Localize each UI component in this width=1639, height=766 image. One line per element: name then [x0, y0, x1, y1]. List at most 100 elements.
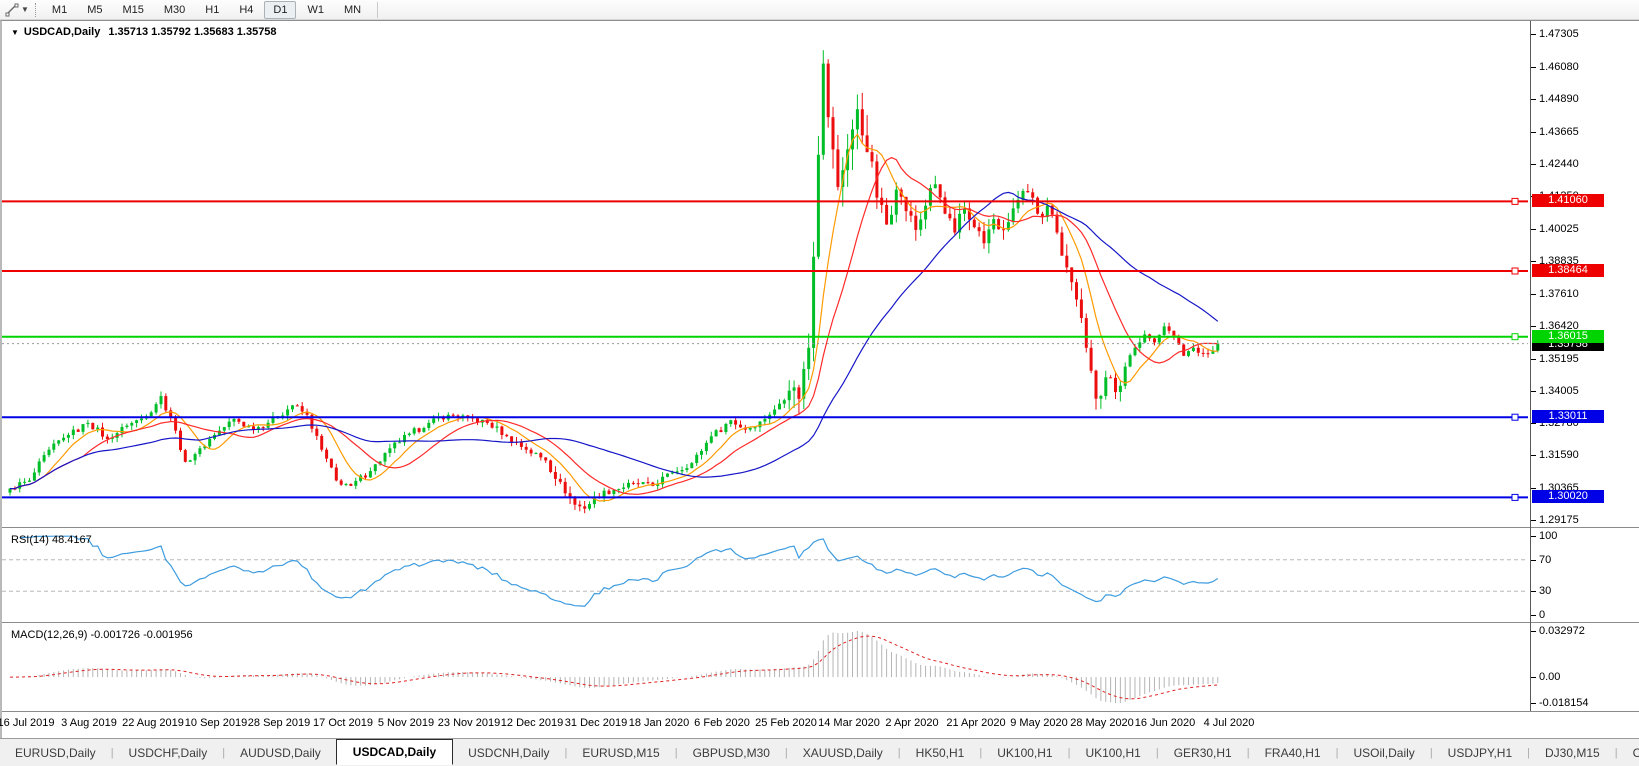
- price-tick-label: 1.35195: [1539, 353, 1579, 365]
- price-tick: [1531, 34, 1536, 35]
- chart-tab-ger30-h1[interactable]: GER30,H1: [1173, 745, 1232, 760]
- timeframe-button-m15[interactable]: M15: [122, 3, 144, 16]
- price-axis-border: [1530, 21, 1531, 711]
- price-tick-label: 1.37610: [1539, 288, 1579, 300]
- date-label: 14 Mar 2020: [818, 717, 880, 729]
- date-label: 23 Nov 2019: [437, 717, 501, 729]
- chart-tab-usoil-daily[interactable]: USOil,Daily: [1353, 745, 1415, 760]
- timeframe-button-m1[interactable]: M1: [51, 3, 68, 16]
- macd-tick: [1531, 631, 1536, 632]
- chart-tab-audusd-daily[interactable]: AUDUSD,Daily: [240, 745, 321, 760]
- rsi-tick-label: 30: [1539, 585, 1552, 597]
- price-tick: [1531, 488, 1536, 489]
- toolbar-separator: [377, 1, 379, 18]
- price-tick: [1531, 261, 1536, 262]
- date-label: 21 Apr 2020: [946, 717, 1006, 729]
- chevron-down-icon[interactable]: ▼: [21, 5, 29, 14]
- macd-indicator-label: MACD(12,26,9) -0.001726 -0.001956: [11, 629, 193, 641]
- date-label: 5 Nov 2019: [377, 717, 435, 729]
- rsi-tick: [1531, 536, 1536, 537]
- tab-separator: |: [1246, 746, 1250, 759]
- price-tick: [1531, 391, 1536, 392]
- chart-tab-eurusd-m15[interactable]: EURUSD,M15: [582, 745, 660, 760]
- date-label: 2 Apr 2020: [885, 717, 939, 729]
- price-tick: [1531, 294, 1536, 295]
- tab-separator: |: [110, 746, 114, 759]
- tab-separator: |: [1429, 746, 1433, 759]
- chart-tab-uk100-h1[interactable]: UK100,H1: [1085, 745, 1141, 760]
- date-label: 16 Jun 2020: [1134, 717, 1196, 729]
- level-price-label: 1.33011: [1532, 410, 1604, 423]
- chart-tab-usdcnh-daily[interactable]: USDCNH,Daily: [468, 745, 550, 760]
- timeframe-button-h1[interactable]: H1: [205, 3, 220, 16]
- price-chart-plot[interactable]: [2, 23, 1530, 527]
- price-tick: [1531, 359, 1536, 360]
- macd-tick: [1531, 677, 1536, 678]
- chart-tab-hk50-h1[interactable]: HK50,H1: [915, 745, 965, 760]
- price-tick-label: 1.36420: [1539, 320, 1579, 332]
- chart-tab-dj30-m15[interactable]: DJ30,M15: [1545, 745, 1600, 760]
- time-axis-border: [2, 711, 1639, 712]
- macd-plot[interactable]: [2, 625, 1530, 711]
- time-axis[interactable]: 16 Jul 2019 3 Aug 2019 22 Aug 2019 10 Sep 2…: [0, 712, 1639, 739]
- price-tick: [1531, 67, 1536, 68]
- panel-separator[interactable]: [2, 527, 1639, 531]
- price-tick: [1531, 99, 1536, 100]
- price-tick-label: 1.46080: [1539, 61, 1579, 73]
- chart-tab-usdjpy-h1[interactable]: USDJPY,H1: [1447, 745, 1513, 760]
- tab-separator: |: [1614, 746, 1618, 759]
- rsi-plot[interactable]: [2, 530, 1530, 622]
- tab-separator: |: [979, 746, 983, 759]
- timeframe-button-d1[interactable]: D1: [264, 0, 297, 19]
- rsi-indicator-label: RSI(14) 48.4167: [11, 534, 92, 546]
- chart-tab-bar: EURUSD,Daily | USDCHF,Daily | AUDUSD,Daily US…: [0, 738, 1639, 766]
- rsi-tick-label: 100: [1539, 530, 1558, 542]
- timeframe-button-w1[interactable]: W1: [307, 3, 324, 16]
- tab-separator: |: [897, 746, 901, 759]
- timeframe-toolbar: ▼ M1 M5 M15 M30 H1 H4 D1 W1 MN: [0, 0, 1639, 20]
- date-label: 28 May 2020: [1070, 717, 1134, 729]
- tab-separator: |: [222, 746, 226, 759]
- collapse-icon[interactable]: ▼: [11, 28, 19, 37]
- price-tick-label: 1.31590: [1539, 449, 1579, 461]
- date-label: 31 Dec 2019: [564, 717, 628, 729]
- rsi-tick-label: 0: [1539, 609, 1546, 621]
- price-tick: [1531, 520, 1536, 521]
- level-price-label: 1.30020: [1532, 490, 1604, 503]
- timeframe-button-m5[interactable]: M5: [87, 3, 103, 16]
- chart-title: ▼ USDCAD,Daily 1.35713 1.35792 1.35683 1.3…: [11, 26, 277, 38]
- date-label: 17 Oct 2019: [313, 717, 373, 729]
- tab-separator: |: [1067, 746, 1071, 759]
- price-tick-label: 1.40025: [1539, 223, 1579, 235]
- date-label: 12 Dec 2019: [500, 717, 564, 729]
- chart-tab-uk100-h1[interactable]: UK100,H1: [997, 745, 1053, 760]
- timeframe-button-h4[interactable]: H4: [239, 3, 254, 16]
- chart-tab-usdchf-daily[interactable]: USDCHF,Daily: [128, 745, 208, 760]
- level-price-label: 1.41060: [1532, 194, 1604, 207]
- date-label: 9 May 2020: [1010, 717, 1068, 729]
- price-tick: [1531, 164, 1536, 165]
- chart-tab-fra40-h1[interactable]: FRA40,H1: [1264, 745, 1321, 760]
- date-label: 25 Feb 2020: [755, 717, 817, 729]
- panel-separator[interactable]: [2, 622, 1639, 626]
- price-tick: [1531, 132, 1536, 133]
- rsi-tick: [1531, 560, 1536, 561]
- date-label: 22 Aug 2019: [122, 717, 184, 729]
- chart-tab-xauusd-daily[interactable]: XAUUSD,Daily: [802, 745, 883, 760]
- date-label: 28 Sep 2019: [247, 717, 311, 729]
- timeframe-button-m30[interactable]: M30: [163, 3, 186, 16]
- trendline-tool-icon[interactable]: [3, 2, 21, 18]
- timeframe-button-mn[interactable]: MN: [343, 3, 362, 16]
- price-tick-label: 1.42440: [1539, 158, 1579, 170]
- chart-window: ▼ USDCAD,Daily 1.35713 1.35792 1.35683 1.3…: [0, 20, 1639, 739]
- chart-tab-usdcad-daily[interactable]: USDCAD,Daily: [335, 738, 454, 765]
- macd-tick: [1531, 703, 1536, 704]
- toolbar-grip[interactable]: [34, 2, 36, 17]
- chart-tab-china300-h4[interactable]: CHINA300,H4: [1632, 745, 1639, 760]
- rsi-tick: [1531, 615, 1536, 616]
- ohlc-values: 1.35713 1.35792 1.35683 1.35758: [108, 26, 277, 38]
- date-label: 6 Feb 2020: [694, 717, 750, 729]
- chart-tab-eurusd-daily[interactable]: EURUSD,Daily: [15, 745, 96, 760]
- chart-tab-gbpusd-m30[interactable]: GBPUSD,M30: [692, 745, 770, 760]
- date-label: 4 Jul 2020: [1203, 717, 1255, 729]
